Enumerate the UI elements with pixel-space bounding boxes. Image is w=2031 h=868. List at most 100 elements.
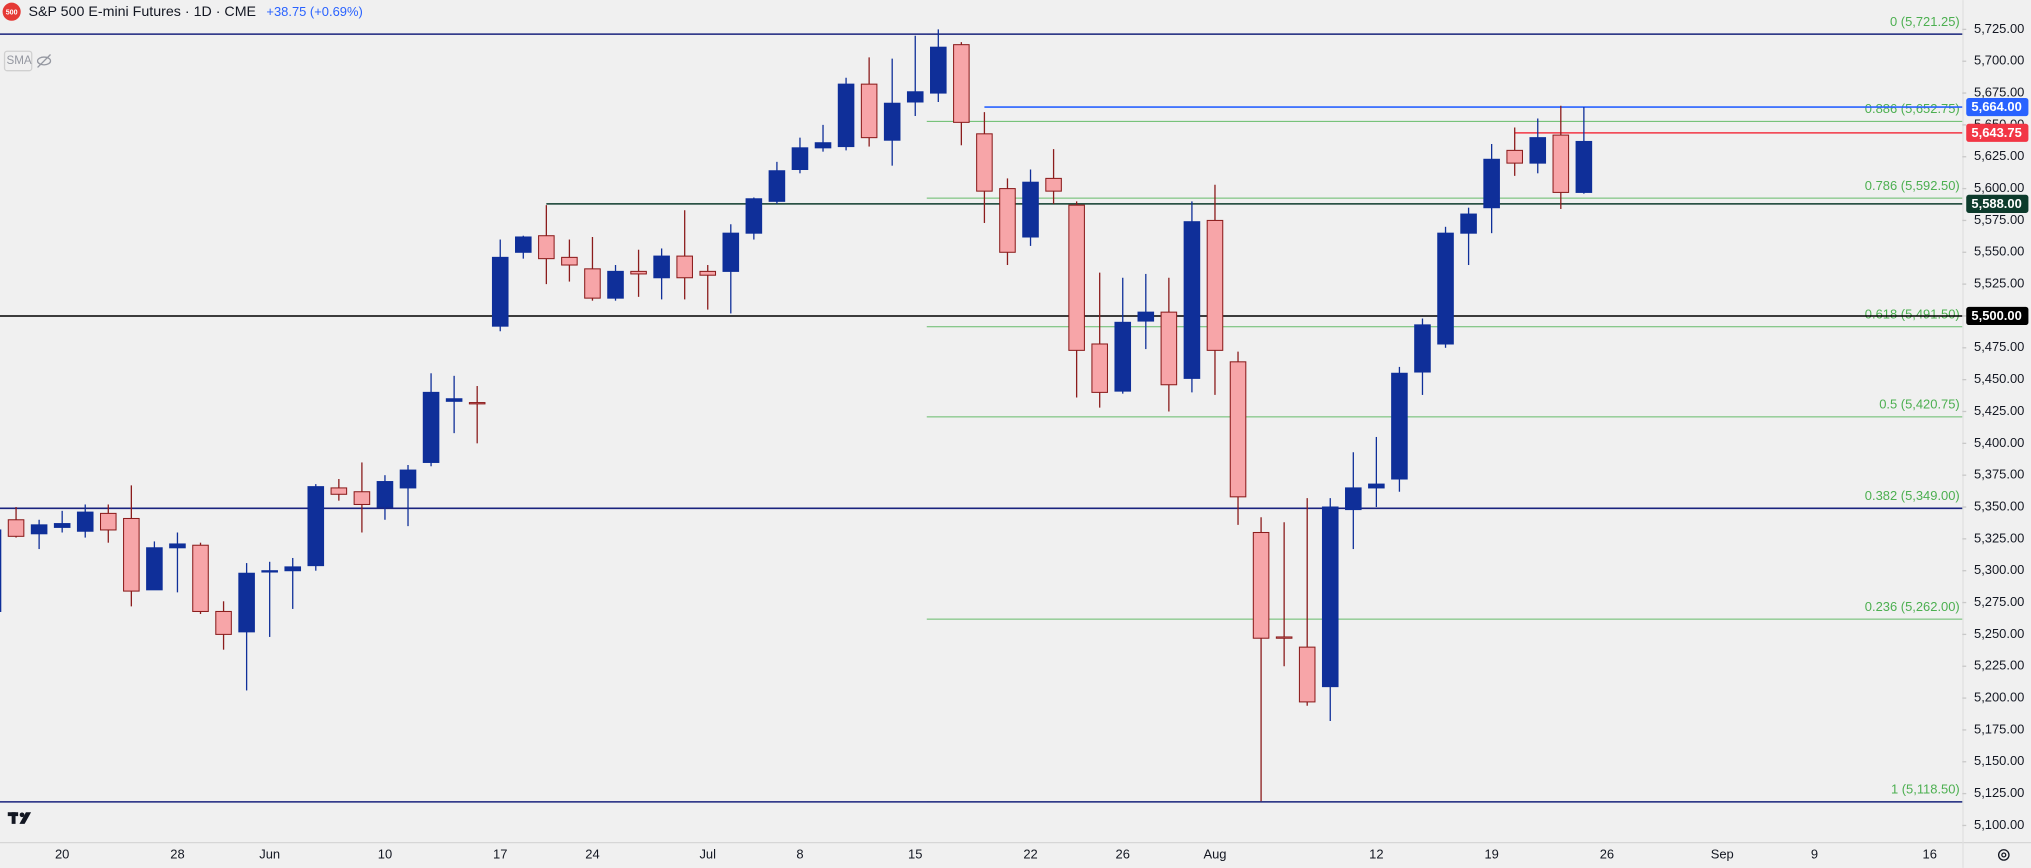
candle-body bbox=[999, 188, 1016, 253]
y-tick-label: 5,275.00 bbox=[1974, 594, 2024, 609]
candle-body bbox=[1022, 181, 1039, 238]
price-tag-label: 5,500.00 bbox=[1971, 308, 2021, 323]
candle-body bbox=[1160, 311, 1178, 386]
y-tick-label: 5,100.00 bbox=[1974, 817, 2024, 832]
candle-body bbox=[837, 83, 855, 148]
price-tag-label: 5,643.75 bbox=[1971, 125, 2021, 140]
candle-body bbox=[53, 523, 71, 528]
y-tick-label: 5,525.00 bbox=[1974, 276, 2024, 291]
indicator-box[interactable] bbox=[3, 50, 33, 72]
y-tick-label: 5,150.00 bbox=[1974, 753, 2024, 768]
candle-body bbox=[1552, 134, 1570, 193]
indicator-label[interactable]: SMA bbox=[6, 54, 31, 67]
candle-body bbox=[1183, 221, 1201, 379]
candle-body bbox=[883, 102, 901, 141]
y-tick-label: 5,575.00 bbox=[1974, 212, 2024, 227]
x-tick-label: 17 bbox=[493, 846, 507, 861]
candle-body bbox=[0, 529, 2, 612]
candle-body bbox=[1229, 361, 1247, 498]
candle-body bbox=[1391, 372, 1408, 480]
candle-body bbox=[1414, 324, 1431, 373]
candle-body bbox=[284, 566, 302, 572]
price-tag bbox=[1966, 194, 2029, 213]
candle-body bbox=[353, 491, 371, 505]
candle-body bbox=[215, 610, 232, 635]
x-tick-label: 10 bbox=[378, 846, 392, 861]
x-tick-label: Jun bbox=[259, 846, 280, 861]
fib-level-label: 0.5 (5,420.75) bbox=[1879, 397, 1960, 412]
candle-body bbox=[445, 398, 463, 402]
price-tag bbox=[1966, 123, 2029, 142]
candle-body bbox=[261, 570, 278, 573]
x-tick-label: Jul bbox=[699, 846, 716, 861]
fib-level-label: 0.618 (5,491.50) bbox=[1865, 307, 1960, 322]
fib-level-label: 0.382 (5,349.00) bbox=[1865, 488, 1960, 503]
y-tick-label: 5,125.00 bbox=[1974, 785, 2024, 800]
x-tick-label: 28 bbox=[170, 846, 184, 861]
price-change: +38.75 (+0.69%) bbox=[266, 4, 362, 19]
x-tick-label: 12 bbox=[1369, 846, 1383, 861]
candle-body bbox=[30, 524, 48, 535]
candle-body bbox=[491, 256, 509, 327]
tradingview-logo bbox=[7, 812, 32, 824]
chart-title[interactable]: S&P 500 E-mini Futures · 1D · CME bbox=[28, 4, 256, 20]
candle-body bbox=[399, 469, 417, 489]
y-tick-label: 5,425.00 bbox=[1974, 403, 2024, 418]
candle-body bbox=[1368, 483, 1385, 489]
x-tick-label: 26 bbox=[1600, 846, 1614, 861]
x-tick-label: 26 bbox=[1116, 846, 1130, 861]
fib-level-label: 0.786 (5,592.50) bbox=[1865, 178, 1960, 193]
symbol-badge-text: 500 bbox=[6, 8, 18, 16]
candle-body bbox=[722, 232, 740, 272]
candle-body bbox=[7, 519, 25, 537]
candle-body bbox=[1252, 531, 1270, 639]
candle-body bbox=[307, 486, 325, 567]
candle-body bbox=[745, 198, 763, 234]
hide-icon[interactable] bbox=[36, 54, 52, 68]
candle-body bbox=[699, 270, 717, 276]
candle-body bbox=[1298, 646, 1316, 703]
symbol-badge[interactable] bbox=[2, 2, 21, 21]
candle-body bbox=[330, 487, 348, 495]
plot-area: 0 (5,721.25) 0.886 (5,652.75) 0.786 (5,592… bbox=[0, 14, 1963, 803]
y-tick-label: 5,250.00 bbox=[1974, 626, 2024, 641]
candle-body bbox=[169, 543, 186, 549]
candle-body bbox=[814, 142, 832, 149]
header: 500 S&P 500 E-mini Futures · 1D · CME +3… bbox=[2, 2, 363, 72]
candle-body bbox=[538, 235, 555, 260]
candle-body bbox=[468, 402, 486, 405]
candle-body bbox=[1045, 177, 1062, 192]
candle-body bbox=[976, 133, 993, 192]
x-tick-label: 22 bbox=[1023, 846, 1037, 861]
y-tick-label: 5,400.00 bbox=[1974, 435, 2024, 450]
candle-body bbox=[584, 268, 601, 299]
candle-body bbox=[607, 270, 624, 299]
candle-body bbox=[1483, 158, 1500, 209]
price-tag bbox=[1966, 306, 2029, 326]
x-tick-label: 24 bbox=[585, 846, 599, 861]
candle-body bbox=[1206, 219, 1224, 351]
candle-body bbox=[630, 270, 647, 275]
candle-body bbox=[1575, 140, 1593, 193]
candle-body bbox=[238, 572, 255, 633]
candle-body bbox=[1275, 636, 1293, 639]
candle-body bbox=[76, 511, 94, 532]
candle-body bbox=[930, 46, 947, 94]
candle-body bbox=[1068, 204, 1085, 351]
candle-body bbox=[860, 83, 878, 139]
x-tick-label: 9 bbox=[1811, 846, 1818, 861]
y-tick-label: 5,225.00 bbox=[1974, 658, 2024, 673]
y-tick-label: 5,600.00 bbox=[1974, 180, 2024, 195]
y-tick-label: 5,325.00 bbox=[1974, 530, 2024, 545]
candle-body bbox=[676, 255, 693, 279]
x-tick-label: 16 bbox=[1923, 846, 1937, 861]
settings-icon[interactable] bbox=[1997, 849, 2010, 861]
axes: 5,100.00 5,125.00 5,150.00 5,175.00 5,200.00… bbox=[55, 21, 2029, 861]
y-tick-label: 5,450.00 bbox=[1974, 371, 2024, 386]
candle-body bbox=[561, 256, 578, 266]
candle-body bbox=[1529, 137, 1547, 164]
fib-level-label: 0.886 (5,652.75) bbox=[1865, 101, 1960, 116]
y-tick-label: 5,675.00 bbox=[1974, 84, 2024, 99]
